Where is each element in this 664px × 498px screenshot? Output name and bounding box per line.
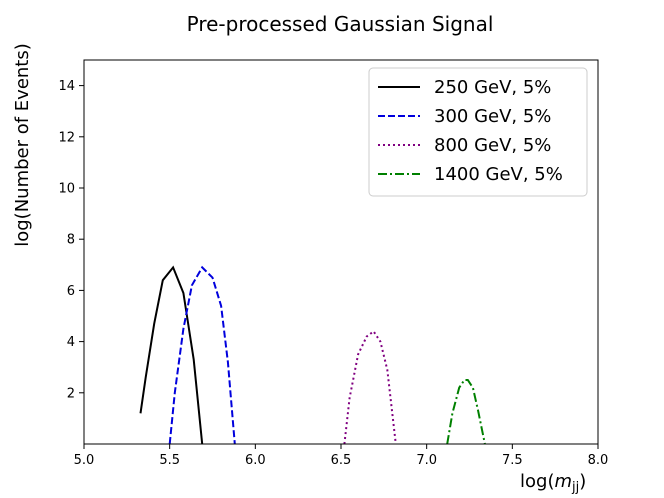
x-tick-label: 5.0 (74, 453, 95, 468)
y-tick-label: 14 (58, 79, 75, 94)
legend: 250 GeV, 5% 300 GeV, 5% 800 GeV, 5% 1400 Ge… (368, 67, 588, 197)
x-axis-label-close: ) (579, 471, 586, 492)
y-tick-label: 10 (58, 182, 75, 197)
legend-label-1: 300 GeV, 5% (434, 106, 551, 127)
legend-label-2: 800 GeV, 5% (434, 135, 551, 156)
x-tick-label: 6.0 (245, 453, 266, 468)
x-axis-label: log(mjj) (520, 471, 586, 495)
legend-items: 250 GeV, 5% 300 GeV, 5% 800 GeV, 5% 1400 Ge… (378, 77, 563, 185)
x-tick-label: 8.0 (588, 453, 609, 468)
x-tick-label: 7.0 (416, 453, 437, 468)
y-tick-label: 8 (67, 233, 75, 248)
y-tick-label: 2 (67, 386, 75, 401)
legend-box (368, 67, 588, 197)
y-axis-label: log(Number of Events) (12, 43, 33, 247)
series-line-2 (343, 329, 397, 444)
series-line-1 (168, 265, 236, 444)
x-tick-label: 7.5 (502, 453, 523, 468)
x-axis-label-prefix: log( (520, 471, 554, 492)
legend-label-0: 250 GeV, 5% (434, 77, 551, 98)
y-tick-label: 12 (58, 130, 75, 145)
x-axis-label-subscript: jj (571, 480, 579, 495)
chart-title: Pre-processed Gaussian Signal (187, 12, 494, 36)
y-tick-label: 6 (67, 284, 75, 299)
y-tick-label: 4 (67, 335, 75, 350)
series-line-3 (446, 379, 486, 444)
x-axis-label-math: m (554, 471, 572, 492)
x-tick-label: 5.5 (159, 453, 180, 468)
x-tick-label: 6.5 (331, 453, 352, 468)
y-axis-ticks: 2 4 6 8 10 12 14 (58, 79, 84, 401)
x-axis-ticks: 5.0 5.5 6.0 6.5 7.0 7.5 8.0 (74, 444, 609, 468)
legend-label-3: 1400 GeV, 5% (434, 164, 563, 185)
series-layer (139, 265, 486, 444)
series-line-0 (139, 265, 204, 444)
